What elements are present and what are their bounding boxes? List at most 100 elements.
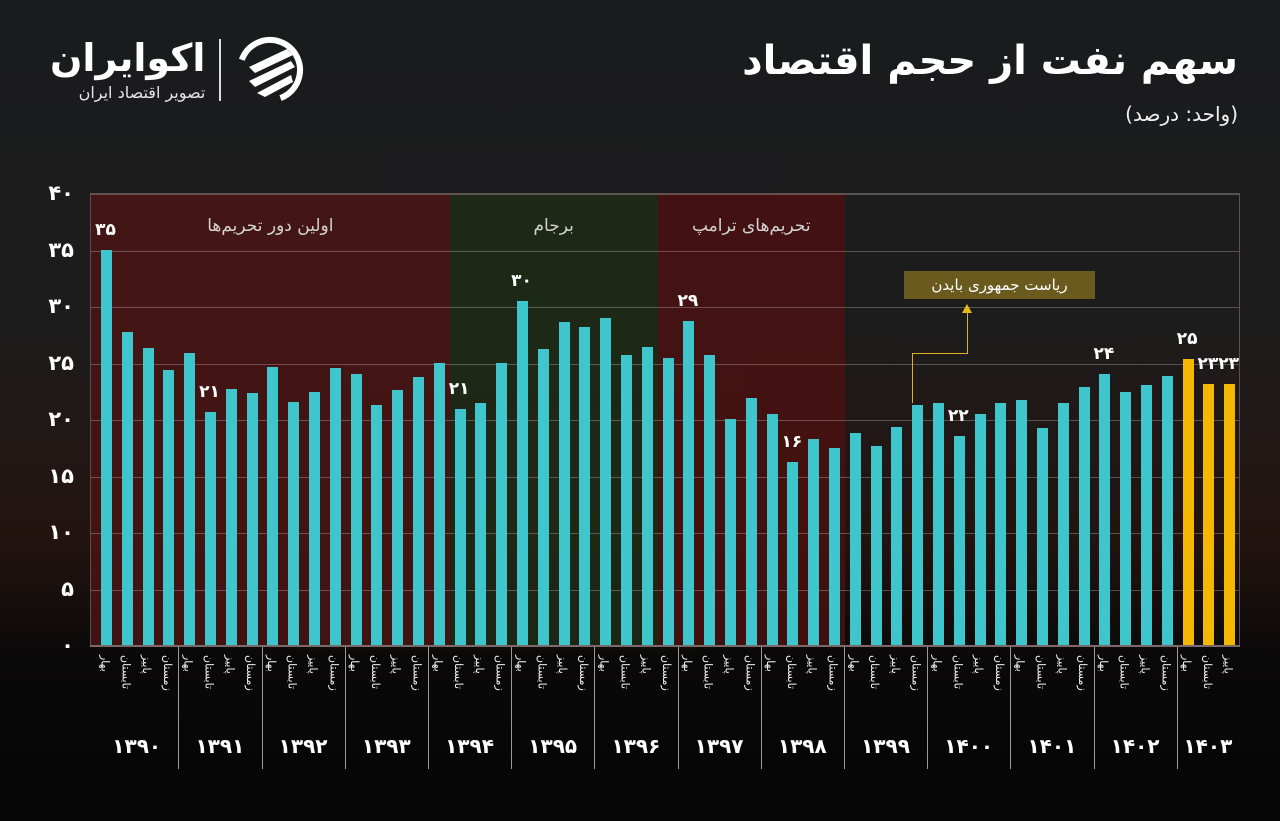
year-separator: [344, 647, 346, 769]
bar: [1057, 403, 1069, 645]
bar: [891, 426, 903, 645]
bar: [121, 332, 133, 645]
y-tick-label: ۱۵: [48, 463, 74, 488]
bar: [413, 377, 424, 645]
bar: [517, 301, 528, 645]
season-label: بهار: [847, 655, 861, 672]
year-separator: [927, 647, 929, 769]
bar: [350, 373, 362, 645]
bar: [475, 403, 487, 645]
bar: [1099, 373, 1111, 645]
bar: [142, 347, 154, 645]
season-label: بهار: [930, 655, 944, 672]
season-label: زمستان: [660, 655, 674, 691]
season-label: زمستان: [576, 655, 590, 691]
bar: [808, 439, 820, 645]
season-label: بهار: [431, 655, 445, 672]
bar: [953, 435, 965, 645]
bar: [725, 419, 736, 645]
bar-value-label: ۳۰: [511, 271, 532, 292]
season-label: پاییز: [972, 655, 986, 674]
bar: [641, 346, 653, 645]
region-label: برجام: [533, 216, 574, 236]
year-separator: [427, 647, 429, 769]
season-label: تابستان: [951, 655, 965, 690]
bar: [933, 403, 944, 645]
bar-value-label: ۳۵: [95, 219, 116, 240]
season-label: پاییز: [1055, 655, 1069, 674]
year-label: ۱۴۰۲: [1110, 734, 1160, 758]
year-label: ۱۳۹۸: [777, 734, 827, 758]
bar: [1120, 391, 1132, 645]
season-label: زمستان: [992, 655, 1006, 691]
bar-value-label: ۲۱: [448, 378, 470, 399]
y-tick-label: ۰: [61, 633, 74, 657]
bar: [1141, 385, 1152, 645]
season-label: پاییز: [140, 655, 154, 674]
y-tick-label: ۴۰: [48, 181, 74, 205]
bar: [912, 405, 924, 645]
season-label: زمستان: [1076, 655, 1090, 691]
season-label: تابستان: [452, 655, 466, 690]
season-label: زمستان: [743, 655, 757, 691]
season-label: تابستان: [618, 655, 632, 690]
ecoiran-logo-icon: [237, 37, 304, 103]
season-label: تابستان: [535, 655, 549, 690]
logo-subtitle: تصویر اقتصاد ایران: [78, 82, 206, 102]
year-separator: [511, 647, 513, 769]
year-label: ۱۳۹۹: [861, 734, 910, 758]
bar: [662, 357, 674, 645]
bar: [1161, 376, 1173, 645]
bar: [101, 249, 112, 645]
year-label: ۱۳۹۰: [112, 734, 162, 758]
bar: [1037, 428, 1048, 645]
bar: [766, 414, 778, 645]
bar-value-label: ۲۲: [947, 405, 969, 426]
season-label: بهار: [514, 655, 528, 672]
bar: [163, 370, 175, 645]
bar: [704, 354, 716, 645]
year-label: ۱۳۹۵: [528, 734, 578, 758]
season-label: زمستان: [327, 655, 341, 691]
bar: [683, 320, 695, 645]
bar: [1203, 383, 1215, 645]
chart-title: سهم نفت از حجم اقتصاد: [742, 38, 1238, 84]
y-tick-label: ۲۰: [48, 407, 74, 431]
season-label: زمستان: [244, 655, 258, 691]
year-label: ۱۴۰۰: [944, 734, 994, 758]
season-label: تابستان: [701, 655, 715, 690]
season-label: زمستان: [160, 655, 174, 691]
bar: [205, 412, 216, 645]
season-label: تابستان: [868, 655, 882, 690]
season-label: تابستان: [1200, 655, 1214, 690]
year-label: ۱۳۹۴: [445, 734, 494, 758]
logo-divider: [219, 39, 222, 101]
year-separator: [1176, 647, 1178, 769]
year-separator: [1093, 647, 1095, 769]
plot-area: اولین دور تحریم‌ها برجام تحریم‌های ترامپ: [90, 193, 1240, 645]
season-label: زمستان: [493, 655, 507, 691]
season-label: تابستان: [1117, 655, 1131, 690]
bar: [1224, 383, 1236, 645]
bar: [496, 362, 508, 645]
bar: [558, 321, 570, 645]
bar: [433, 362, 445, 645]
season-label: بهار: [1096, 655, 1110, 672]
bar: [288, 402, 300, 645]
season-label: پاییز: [1138, 655, 1152, 674]
logo-title: اکوایران: [50, 35, 206, 80]
y-tick-label: ۲۵: [48, 350, 74, 375]
season-label: بهار: [597, 655, 611, 672]
season-label: بهار: [348, 655, 362, 672]
year-label: ۱۴۰۱: [1027, 734, 1077, 758]
bar: [225, 388, 237, 645]
y-tick-label: ۱۰: [48, 520, 74, 544]
season-label: بهار: [764, 655, 778, 672]
bar: [392, 389, 404, 645]
season-label: بهار: [181, 655, 195, 672]
bar: [787, 461, 799, 645]
bar: [870, 446, 882, 645]
bar: [184, 353, 196, 645]
region-label: اولین دور تحریم‌ها: [207, 216, 334, 236]
season-label: تابستان: [202, 655, 216, 690]
